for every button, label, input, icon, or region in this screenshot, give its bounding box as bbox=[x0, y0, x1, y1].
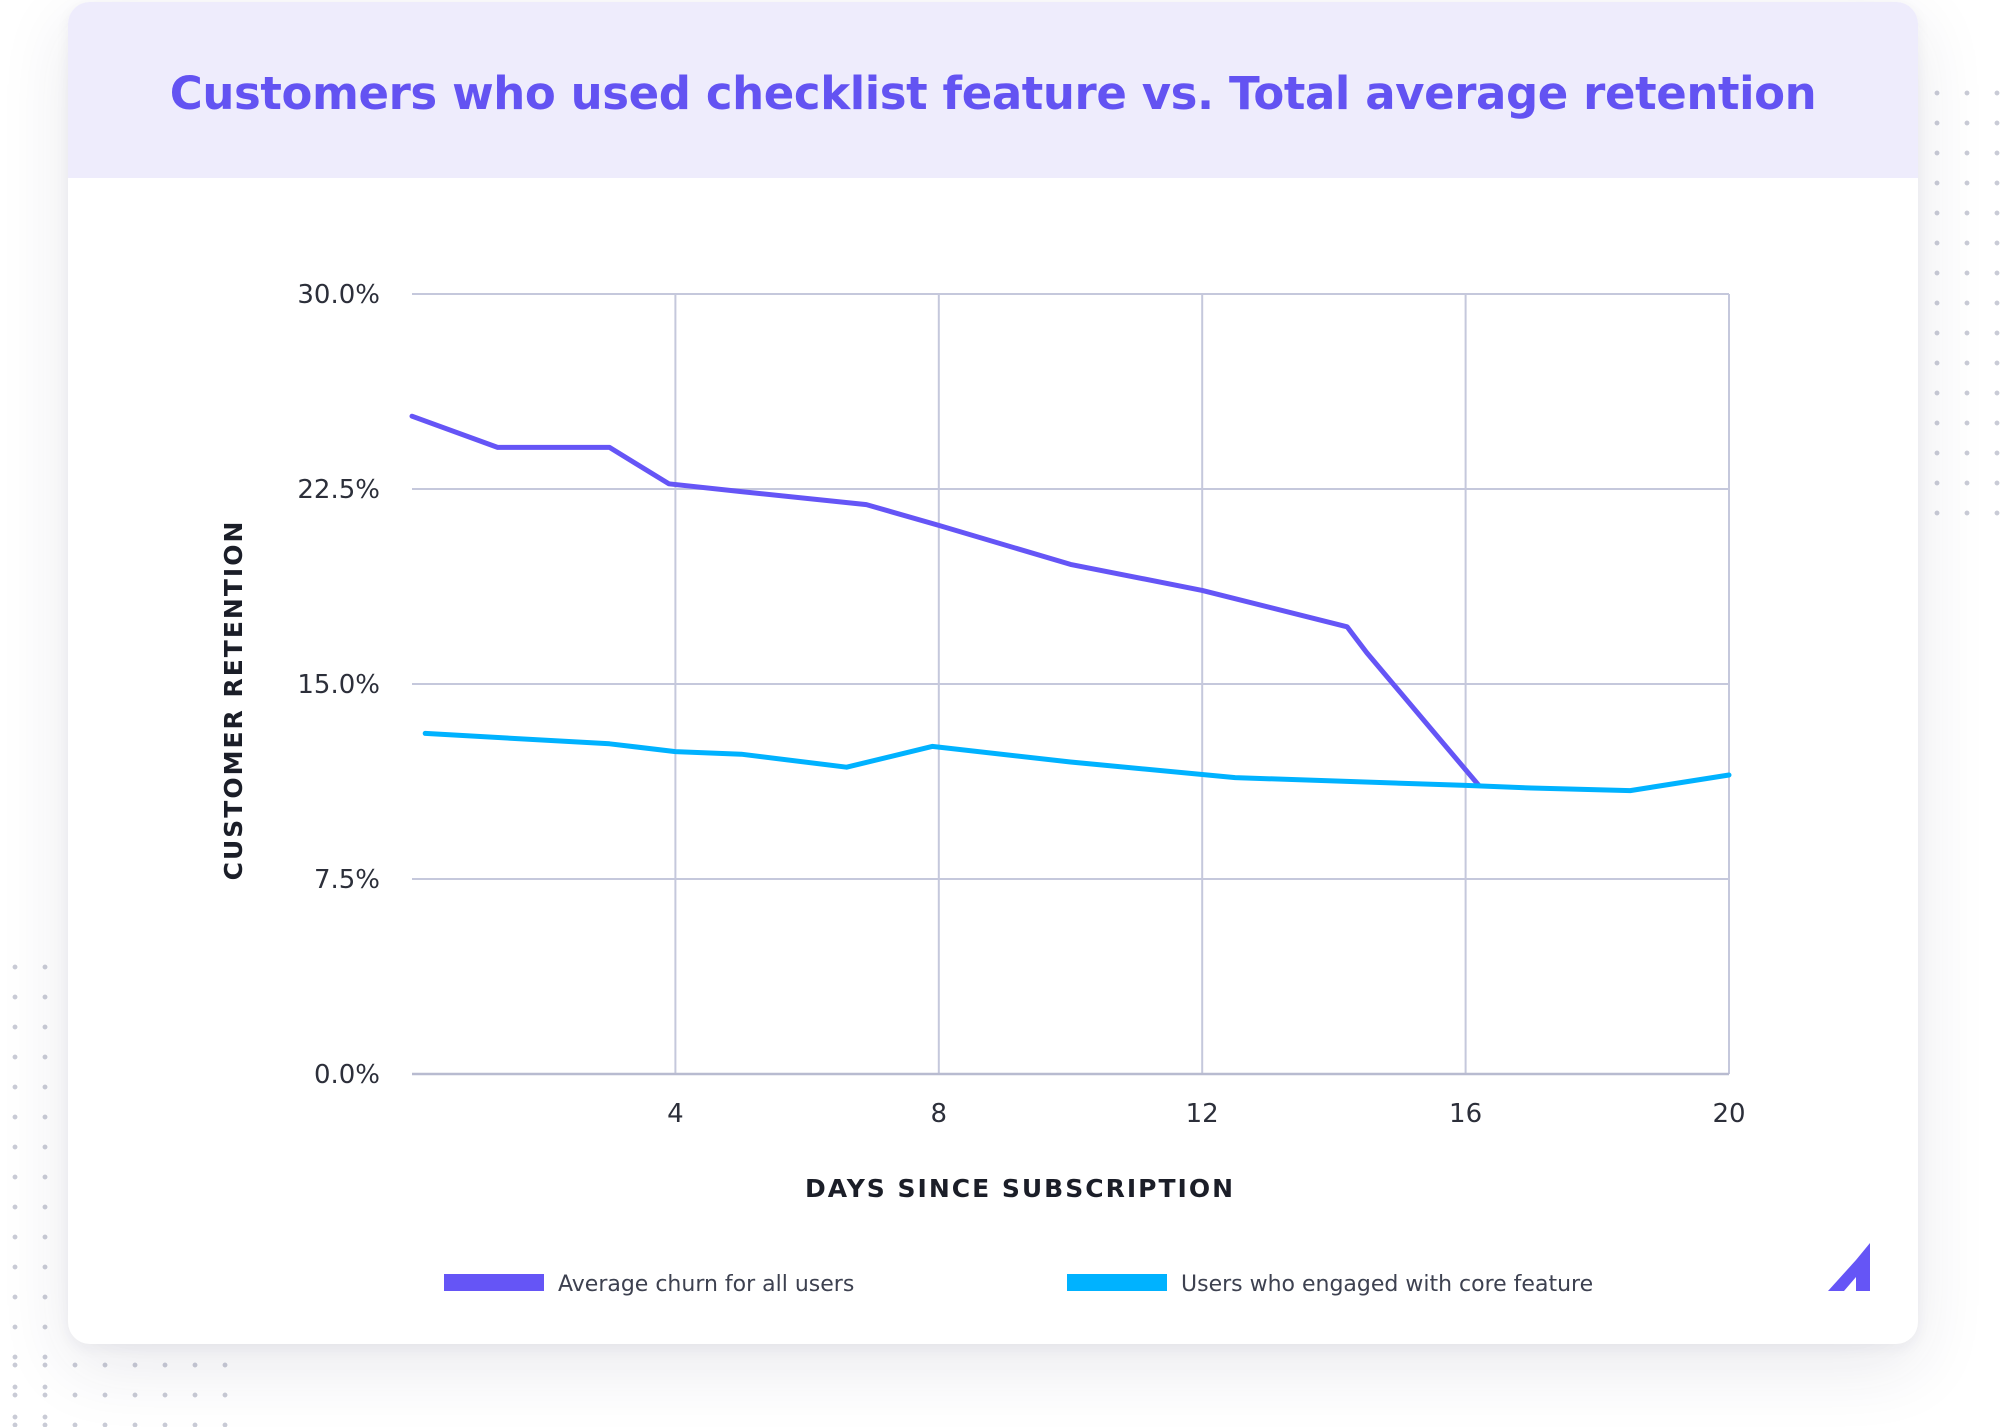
legend-label: Average churn for all users bbox=[558, 1272, 854, 1297]
chart-header: Customers who used checklist feature vs.… bbox=[68, 2, 1918, 178]
x-axis-title: DAYS SINCE SUBSCRIPTION bbox=[805, 1174, 1235, 1203]
decorative-dot-grid bbox=[1922, 78, 2005, 538]
y-tick-label: 15.0% bbox=[297, 670, 380, 700]
brand-logo-mark bbox=[1828, 1243, 1870, 1291]
y-tick-label: 0.0% bbox=[314, 1060, 380, 1090]
x-tick-label: 8 bbox=[931, 1099, 948, 1129]
legend: Average churn for all users Users who eng… bbox=[444, 1272, 1593, 1297]
chart-card: Customers who used checklist feature vs.… bbox=[68, 2, 1918, 1344]
legend-label: Users who engaged with core feature bbox=[1181, 1272, 1593, 1297]
y-axis-title: CUSTOMER RETENTION bbox=[219, 520, 248, 881]
series-line bbox=[409, 413, 1482, 788]
y-tick-label: 30.0% bbox=[297, 280, 380, 310]
y-tick-label: 22.5% bbox=[297, 475, 380, 505]
chart-title: Customers who used checklist feature vs.… bbox=[169, 66, 1817, 120]
series-line bbox=[422, 730, 1732, 794]
y-tick-label: 7.5% bbox=[314, 865, 380, 895]
series-lines bbox=[409, 413, 1732, 794]
axes: 0.0% 7.5% 15.0% 22.5% 30.0% 4 8 12 16 20 bbox=[297, 280, 1745, 1129]
line-chart: 0.0% 7.5% 15.0% 22.5% 30.0% 4 8 12 16 20 CUSTOMER… bbox=[219, 280, 1870, 1297]
grid bbox=[412, 293, 1730, 1074]
decorative-dot-grid bbox=[0, 952, 60, 1427]
brand-logo bbox=[1828, 1243, 1870, 1291]
x-tick-label: 20 bbox=[1712, 1099, 1745, 1129]
x-tick-label: 16 bbox=[1449, 1099, 1482, 1129]
legend-swatch bbox=[1067, 1274, 1167, 1291]
x-tick-label: 4 bbox=[667, 1099, 684, 1129]
legend-swatch bbox=[444, 1274, 544, 1291]
decorative-dot-grid bbox=[0, 1350, 232, 1427]
x-tick-label: 12 bbox=[1186, 1099, 1219, 1129]
